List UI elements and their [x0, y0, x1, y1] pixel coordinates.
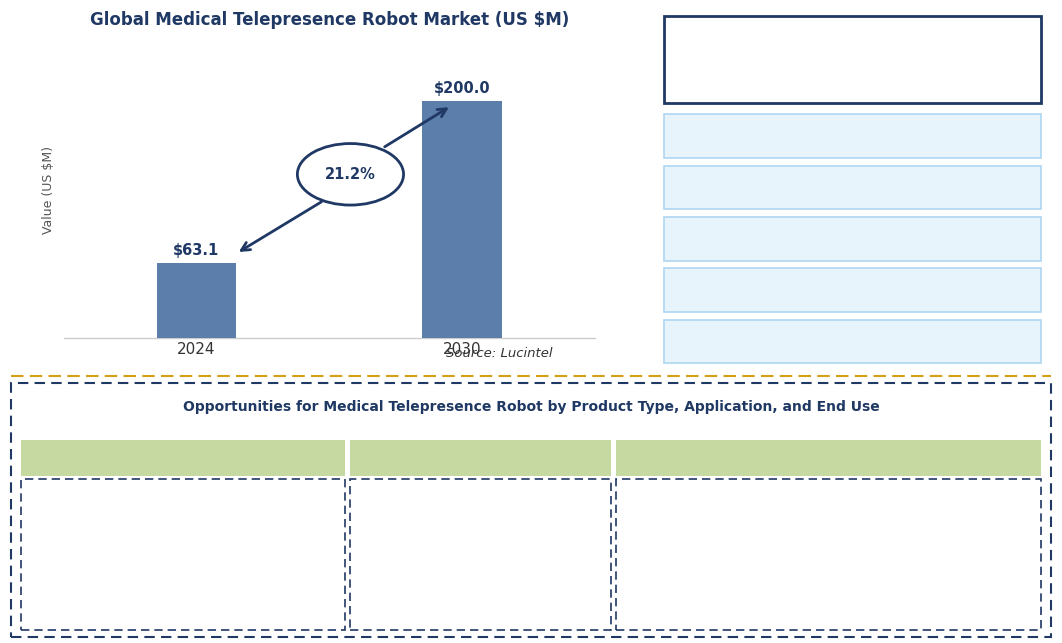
Text: $200.0: $200.0 [433, 81, 491, 96]
Text: • Healthcare Provider: • Healthcare Provider [629, 492, 764, 505]
Text: Double Robotics: Double Robotics [795, 181, 909, 195]
Text: $63.1: $63.1 [173, 243, 220, 258]
Text: Suitable Technologies: Suitable Technologies [777, 334, 927, 349]
Text: • Clinic: • Clinic [363, 519, 409, 532]
Ellipse shape [297, 143, 404, 205]
Text: Product Type: Product Type [132, 451, 235, 465]
Text: VGo Communications: VGo Communications [777, 232, 927, 246]
Text: • Hospital: • Hospital [363, 492, 426, 505]
Text: InTouch Technologies: InTouch Technologies [780, 129, 925, 143]
Text: 21.2%: 21.2% [325, 167, 376, 182]
Text: Application: Application [436, 451, 525, 465]
Text: End Use: End Use [796, 451, 860, 465]
Text: • Stationary Telepresence Robots: • Stationary Telepresence Robots [34, 492, 243, 505]
Text: OhmniLabs: OhmniLabs [813, 283, 891, 297]
Text: • Mobile Telepresence Robots: • Mobile Telepresence Robots [34, 555, 219, 568]
Bar [422, 101, 501, 338]
Text: • Nursing Homes: • Nursing Homes [363, 547, 470, 559]
Text: Opportunities for Medical Telepresence Robot by Product Type, Application, and E: Opportunities for Medical Telepresence R… [183, 400, 879, 413]
Text: Source: Lucintel: Source: Lucintel [446, 347, 552, 360]
Text: • Caregiver: • Caregiver [629, 559, 701, 572]
Title: Global Medical Telepresence Robot Market (US $M): Global Medical Telepresence Robot Market… [89, 11, 569, 29]
Bar [157, 263, 236, 338]
Y-axis label: Value (US $M): Value (US $M) [42, 146, 55, 233]
Text: • Patient: • Patient [629, 525, 684, 539]
Text: • Medical Training & Education
  Institution: • Medical Training & Education Instituti… [629, 593, 822, 621]
Text: • Home Healthcare: • Home Healthcare [363, 601, 484, 614]
Text: • Rehabilitation Center: • Rehabilitation Center [363, 574, 508, 587]
Text: Major Players of Medical Telepresence
Robot Market: Major Players of Medical Telepresence Ro… [702, 44, 1003, 75]
